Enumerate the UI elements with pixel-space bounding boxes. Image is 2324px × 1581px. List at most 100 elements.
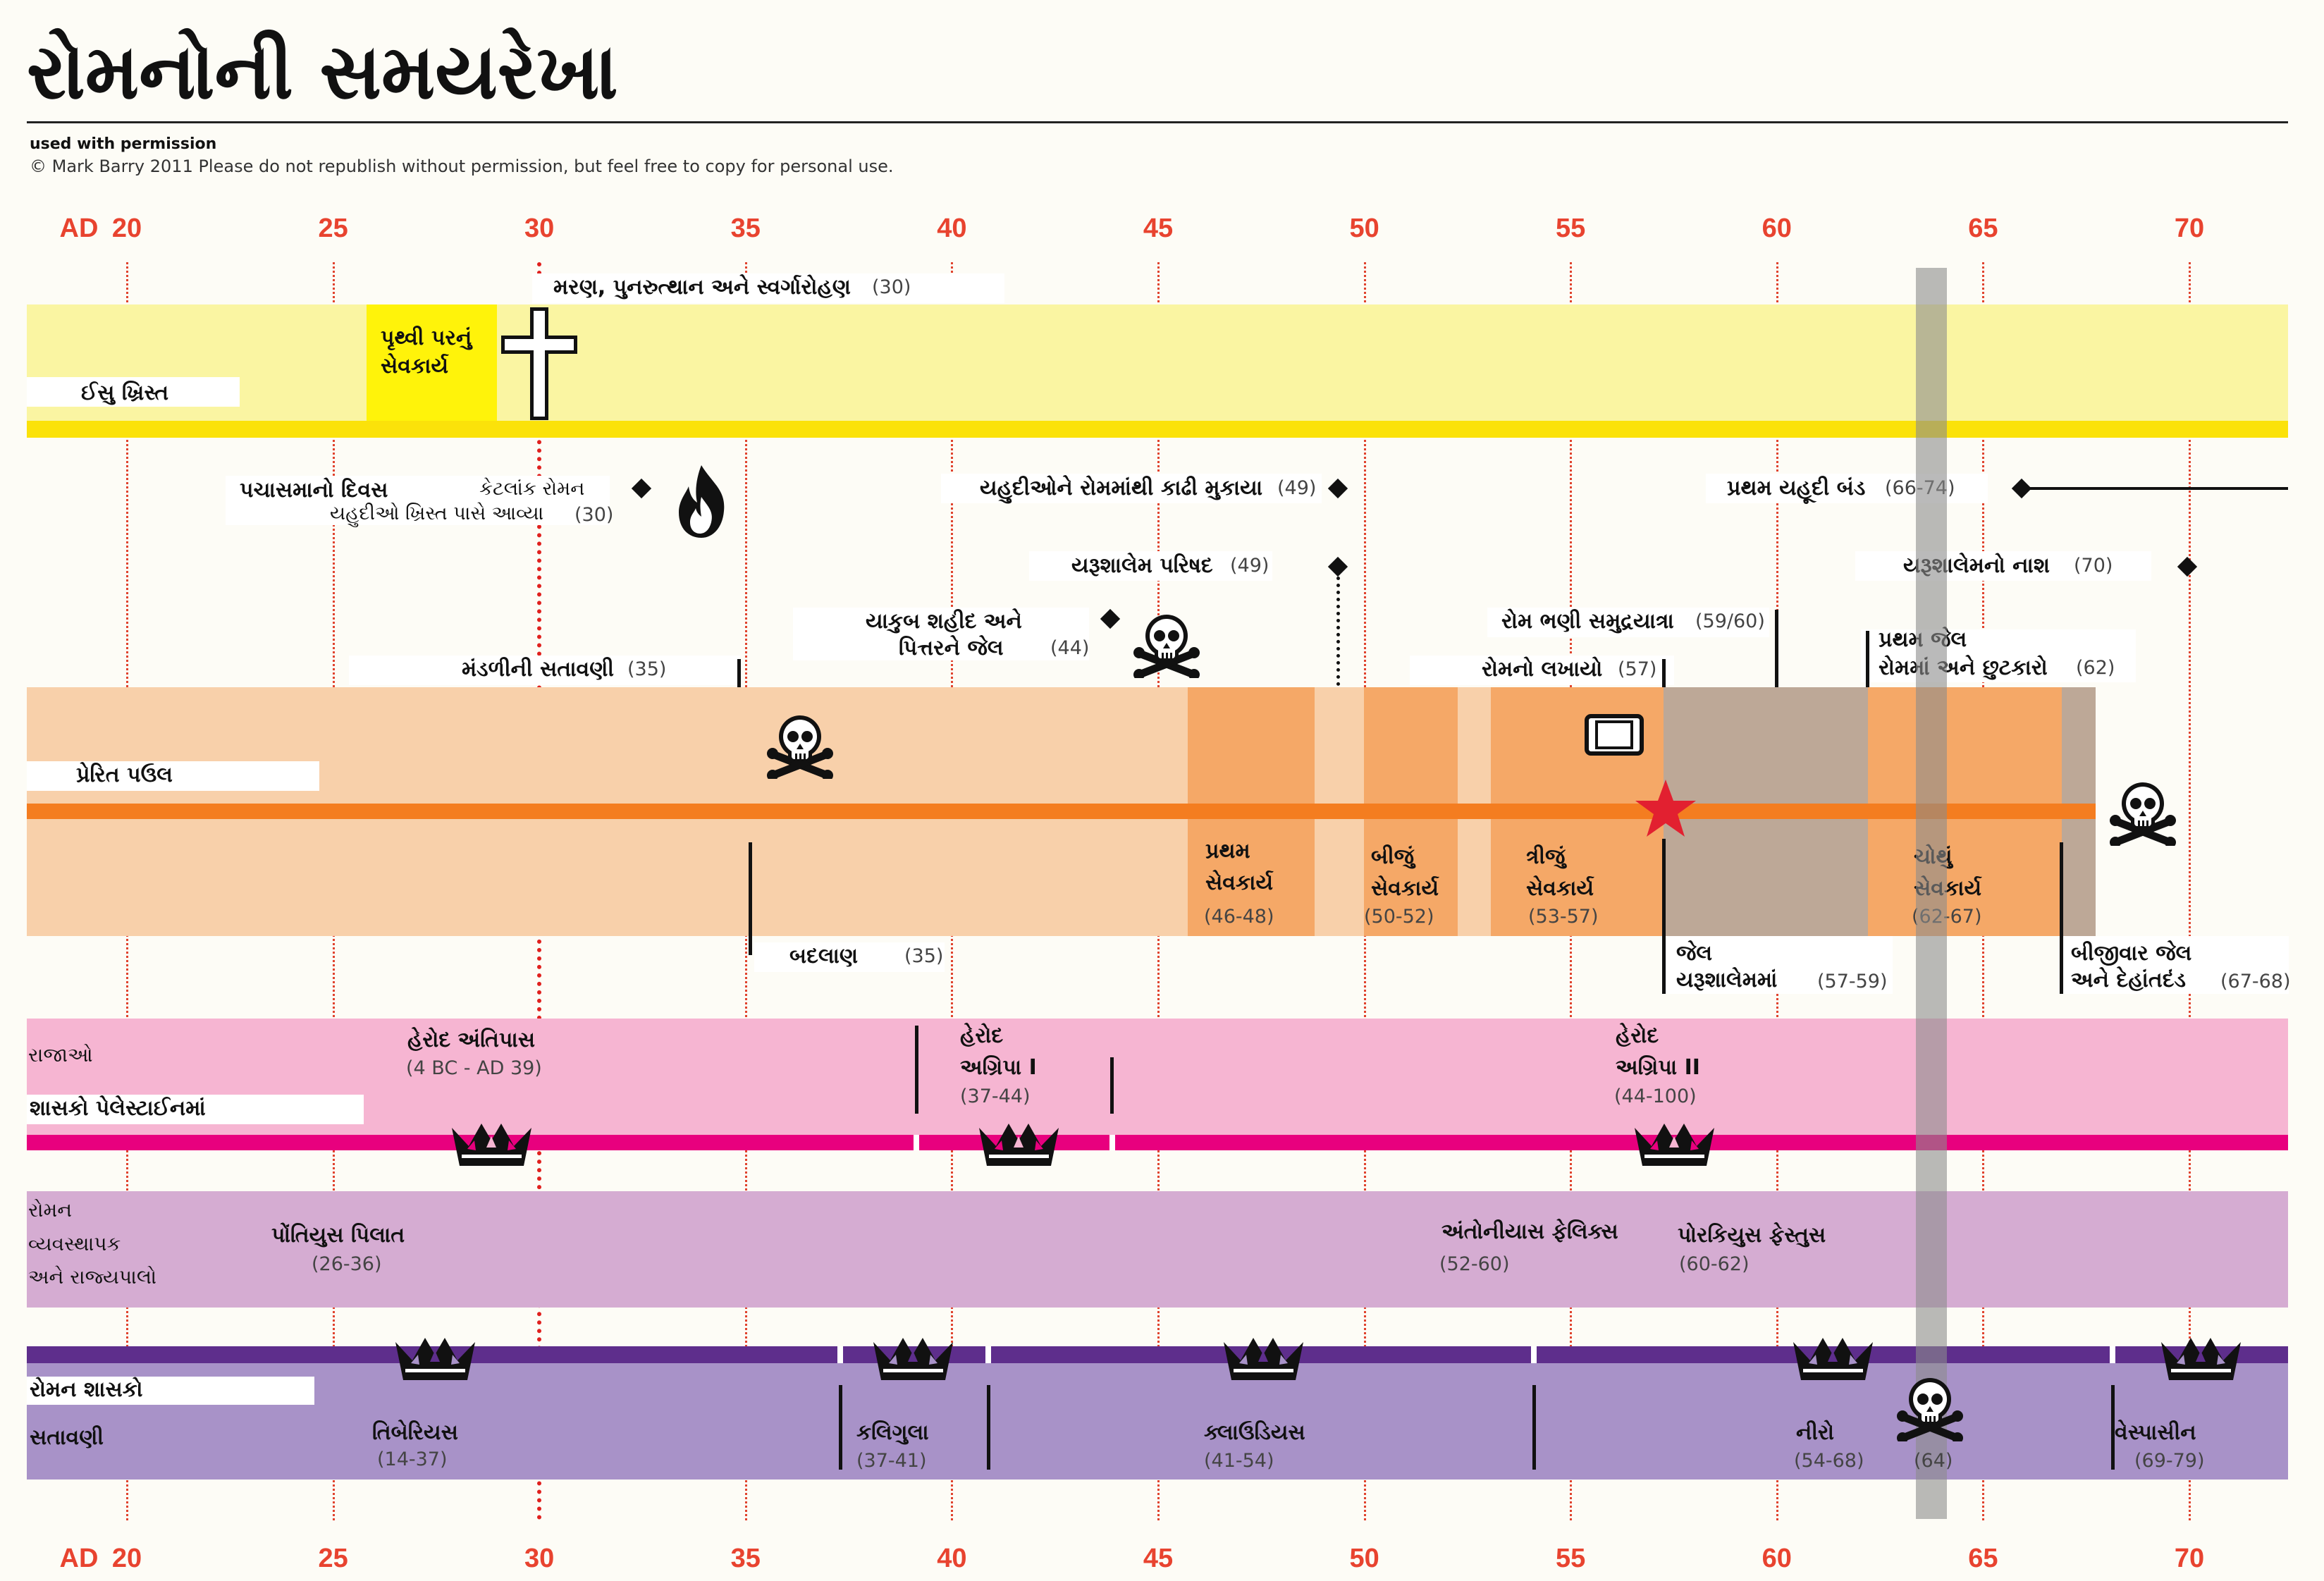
voyage-year: (59/60) [1695, 610, 1765, 632]
pilate-label: પોંતિયુસ પિલાત [271, 1223, 405, 1248]
credit-line-2: © Mark Barry 2011 Please do not republis… [30, 156, 894, 176]
page-title: રોમનોની સમયરેખા [27, 28, 618, 116]
jail-years: (57-59) [1817, 971, 1888, 992]
journey-1-label: સેવકાર્ય [1205, 871, 1274, 895]
destroyed-marker [2177, 556, 2198, 577]
emp-gap-1 [837, 1346, 843, 1363]
journey-3-label: ત્રીજું [1526, 844, 1566, 869]
kings-band [27, 1019, 2288, 1135]
year-tick-label: 30 [524, 214, 555, 243]
ministry-block [367, 304, 497, 421]
james-box [793, 608, 1089, 660]
agrippa2-label-b: અગ્રિપા II [1616, 1055, 1700, 1080]
antipas-label: હેરોદ અંતિપાસ [407, 1028, 535, 1052]
crown-icon [1219, 1334, 1308, 1382]
crown-icon [1630, 1119, 1719, 1167]
year-tick-label: 35 [730, 214, 761, 243]
destroyed-box [1855, 551, 2151, 581]
agrippa1-label-a: હેરોદ [960, 1023, 1004, 1048]
gov-lane-label-a: રોમન [28, 1198, 73, 1222]
emperor-name: કલિગુલા [856, 1420, 929, 1445]
journey-2-label: સેવકાર્ય [1371, 876, 1439, 901]
festus-label: પોરકિયુસ ફેસ્તુસ [1678, 1223, 1826, 1248]
romans-year: (57) [1618, 658, 1657, 680]
title-rule [27, 121, 2288, 123]
emp-gap-4 [2110, 1346, 2115, 1363]
scroll-icon [1585, 714, 1644, 756]
year-tick-label: 65 [1968, 214, 1998, 243]
antipas-years: (4 BC - AD 39) [406, 1057, 542, 1079]
revolt-line [2022, 487, 2288, 490]
emp-div-4 [2111, 1385, 2115, 1470]
persecution-box [349, 656, 740, 685]
pentecost-label-c: યહુદીઓ ખ્રિસ્ત પાસે આવ્યા [330, 503, 544, 524]
romans-box [1410, 656, 1674, 685]
conversion-year: (35) [904, 945, 944, 967]
destroyed-year: (70) [2074, 555, 2113, 577]
gov-lane-label-b: વ્યવસ્થાપક [28, 1232, 121, 1255]
year-tick-label: 50 [1349, 214, 1379, 243]
kings-line [27, 1135, 2288, 1150]
fire-icon [679, 465, 725, 538]
pentecost-year: (30) [574, 504, 614, 526]
second-jail-stem [2060, 842, 2063, 994]
pilate-years: (26-36) [312, 1253, 382, 1275]
jews-expelled-label: યહુદીઓને રોમમાંથી કાઢી મુકાયા [980, 476, 1263, 500]
year-tick-label: 40 [937, 1544, 967, 1573]
star-icon [1635, 780, 1696, 837]
crown-icon [448, 1119, 536, 1167]
romans-label: રોમનો લખાયો [1482, 657, 1603, 682]
year-tick-label: 45 [1143, 214, 1174, 243]
death-year: (30) [872, 276, 911, 298]
emperors-persecution-label: સતાવણી [30, 1425, 104, 1450]
james-year: (44) [1050, 637, 1090, 659]
axis-prefix-bottom: AD [59, 1544, 99, 1573]
emperor-years: (69-79) [2134, 1450, 2205, 1472]
persecution-year: (35) [627, 658, 667, 680]
year-tick-label: 70 [2174, 1544, 2205, 1573]
conversion-box [754, 942, 945, 972]
year-tick-label: 50 [1349, 1544, 1379, 1573]
council-box [1029, 551, 1272, 581]
paul-line [27, 804, 2096, 819]
emp-div-1 [839, 1385, 842, 1470]
crown-icon [2157, 1334, 2245, 1382]
kings-gap-1 [914, 1135, 919, 1150]
emperors-line [27, 1346, 2288, 1363]
jesus-label-box [27, 377, 240, 407]
emperor-years: (37-41) [856, 1450, 927, 1472]
agrippa2-start [1110, 1057, 1114, 1114]
second-jail-label-a: બીજીવાર જેલ [2071, 941, 2192, 966]
jesus-lane-label: ઈસુ ખ્રિસ્ત [81, 381, 169, 405]
felix-years: (52-60) [1439, 1253, 1510, 1275]
james-label-b: પિત્તરને જેલ [899, 636, 1004, 660]
journey-2-label: બીજું [1371, 844, 1415, 869]
voyage-label: રોમ ભણી સમુદ્રયાત્રા [1501, 609, 1674, 634]
year-tick-label: 70 [2174, 214, 2205, 243]
agrippa1-start [915, 1026, 918, 1114]
emperor-name: તિબેરિયસ [372, 1420, 458, 1445]
journey-1-label: પ્રથમ [1205, 839, 1250, 863]
year-tick-label: 60 [1762, 214, 1792, 243]
year-tick-label: 55 [1556, 214, 1586, 243]
felix-label: અંતોનીયાસ ફેલિક્સ [1441, 1219, 1618, 1244]
death-label-box [532, 273, 1004, 303]
year-tick-label: 40 [937, 214, 967, 243]
conversion-label: બદલાણ [789, 944, 859, 968]
jail-label-b: યરૂશાલેમમાં [1676, 968, 1778, 992]
skull-crossbones-icon [1895, 1371, 1965, 1441]
first-prison-label-b: રોમમાં અને છુટકારો [1879, 656, 2048, 680]
second-jail-box [2063, 936, 2289, 994]
emperor-years: (14-37) [377, 1448, 448, 1470]
gov-lane-label-c: અને રાજ્યપાલો [28, 1265, 157, 1288]
agrippa2-label-a: હેરોદ [1616, 1023, 1659, 1048]
emperors-lane-label: રોમન શાસકો [30, 1377, 143, 1402]
emperor-name: વેસ્પાસીન [2115, 1420, 2196, 1445]
festus-years: (60-62) [1679, 1253, 1750, 1275]
kings-lane-label-b: શાસકો પેલેસ્ટાઈનમાં [30, 1096, 206, 1121]
skull-crossbones-icon [765, 708, 835, 779]
persecution-label: મંડળીની સતાવણી [462, 657, 614, 682]
year-tick-label: 45 [1143, 1544, 1174, 1573]
conversion-stem [749, 842, 752, 955]
